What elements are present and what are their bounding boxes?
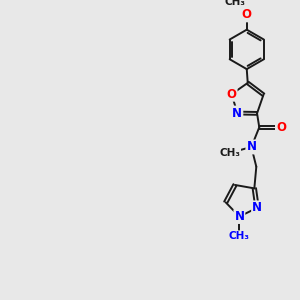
- Text: CH₃: CH₃: [229, 231, 250, 241]
- Text: O: O: [242, 8, 252, 21]
- Text: CH₃: CH₃: [224, 0, 245, 7]
- Text: CH₃: CH₃: [219, 148, 240, 158]
- Text: N: N: [234, 210, 244, 223]
- Text: N: N: [252, 201, 262, 214]
- Text: O: O: [276, 121, 286, 134]
- Text: N: N: [246, 140, 256, 154]
- Text: N: N: [232, 106, 242, 119]
- Text: O: O: [226, 88, 237, 101]
